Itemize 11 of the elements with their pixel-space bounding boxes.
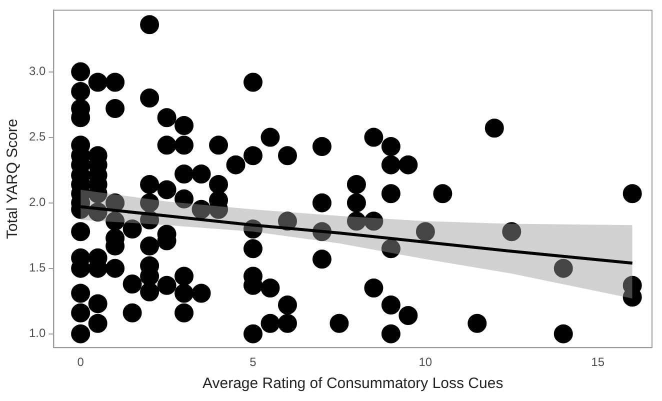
y-tick-label: 1.0 (28, 326, 46, 340)
x-axis-title: Average Rating of Consummatory Loss Cues (202, 375, 504, 392)
y-tick-label: 2.5 (28, 130, 46, 144)
y-tick-label: 1.5 (28, 260, 46, 275)
x-tick-label: 15 (591, 355, 605, 370)
x-tick-label: 0 (77, 355, 84, 370)
y-tick-label: 3.0 (28, 64, 46, 78)
x-tick-label: 10 (418, 355, 432, 370)
y-tick-label: 2.0 (28, 195, 46, 210)
x-tick-label: 5 (250, 355, 257, 370)
y-axis-title: Total YARQ Score (4, 118, 22, 240)
